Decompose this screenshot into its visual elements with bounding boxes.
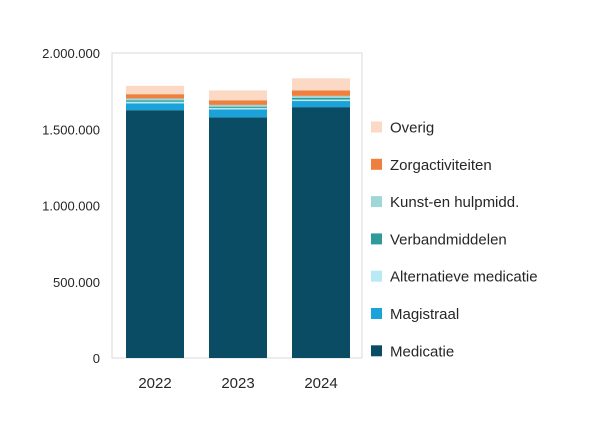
legend-swatch bbox=[371, 270, 382, 282]
bar-segment-verbandmiddelen-2023 bbox=[209, 106, 267, 108]
y-tick-label: 2.000.000 bbox=[42, 46, 100, 61]
legend-swatch bbox=[371, 345, 382, 357]
bar-segment-kunst-en-hulpmidd--2023 bbox=[209, 104, 267, 107]
bar-segment-alternatieve-medicatie-2022 bbox=[126, 101, 184, 104]
legend-swatch bbox=[371, 196, 382, 208]
legend-item: Overig bbox=[371, 120, 434, 137]
bar-segment-kunst-en-hulpmidd--2022 bbox=[126, 98, 184, 101]
bar-segment-zorgactiviteiten-2024 bbox=[292, 90, 350, 96]
legend-label: Overig bbox=[390, 120, 434, 137]
bar-segment-magistraal-2024 bbox=[292, 101, 350, 108]
y-tick-label: 500.000 bbox=[53, 275, 100, 290]
bar-segment-medicatie-2023 bbox=[209, 117, 267, 358]
bar-segment-magistraal-2023 bbox=[209, 109, 267, 118]
bar-segment-zorgactiviteiten-2022 bbox=[126, 94, 184, 99]
bars bbox=[126, 78, 350, 358]
legend-item: Magistraal bbox=[371, 306, 459, 323]
legend-swatch bbox=[371, 233, 382, 245]
bar-segment-magistraal-2022 bbox=[126, 103, 184, 111]
legend-label: Alternatieve medicatie bbox=[390, 269, 538, 286]
legend-item: Zorgactiviteiten bbox=[371, 157, 492, 174]
legend-label: Magistraal bbox=[390, 306, 459, 323]
bar-segment-medicatie-2022 bbox=[126, 110, 184, 358]
legend-label: Zorgactiviteiten bbox=[390, 157, 492, 174]
legend-item: Alternatieve medicatie bbox=[371, 269, 538, 286]
bar-segment-alternatieve-medicatie-2023 bbox=[209, 107, 267, 110]
bar-segment-overig-2023 bbox=[209, 90, 267, 101]
x-tick-label: 2022 bbox=[138, 375, 171, 392]
y-tick-label: 0 bbox=[93, 351, 100, 366]
legend-swatch bbox=[371, 121, 382, 133]
y-tick-label: 1.500.000 bbox=[42, 122, 100, 137]
bar-segment-medicatie-2024 bbox=[292, 107, 350, 358]
bar-segment-overig-2024 bbox=[292, 78, 350, 91]
bar-segment-kunst-en-hulpmidd--2024 bbox=[292, 95, 350, 98]
x-axis: 2022 2023 2024 bbox=[138, 375, 337, 392]
bar-segment-verbandmiddelen-2024 bbox=[292, 97, 350, 100]
legend-item: Medicatie bbox=[371, 343, 454, 360]
legend: Overig Zorgactiviteiten Kunst-en hulpmidd.… bbox=[371, 120, 538, 360]
legend-item: Verbandmiddelen bbox=[371, 231, 507, 248]
y-axis: 0 500.000 1.000.000 1.500.000 2.000.000 bbox=[42, 46, 100, 366]
x-tick-label: 2023 bbox=[221, 375, 254, 392]
legend-swatch bbox=[371, 158, 382, 170]
legend-item: Kunst-en hulpmidd. bbox=[371, 194, 519, 211]
legend-label: Verbandmiddelen bbox=[390, 231, 507, 248]
bar-segment-overig-2022 bbox=[126, 85, 184, 95]
legend-label: Kunst-en hulpmidd. bbox=[390, 194, 519, 211]
y-tick-label: 1.000.000 bbox=[42, 199, 100, 214]
legend-label: Medicatie bbox=[390, 343, 454, 360]
legend-swatch bbox=[371, 308, 382, 319]
bar-segment-zorgactiviteiten-2023 bbox=[209, 100, 267, 105]
bar-segment-verbandmiddelen-2022 bbox=[126, 100, 184, 102]
bar-segment-alternatieve-medicatie-2024 bbox=[292, 99, 350, 102]
x-tick-label: 2024 bbox=[304, 375, 337, 392]
